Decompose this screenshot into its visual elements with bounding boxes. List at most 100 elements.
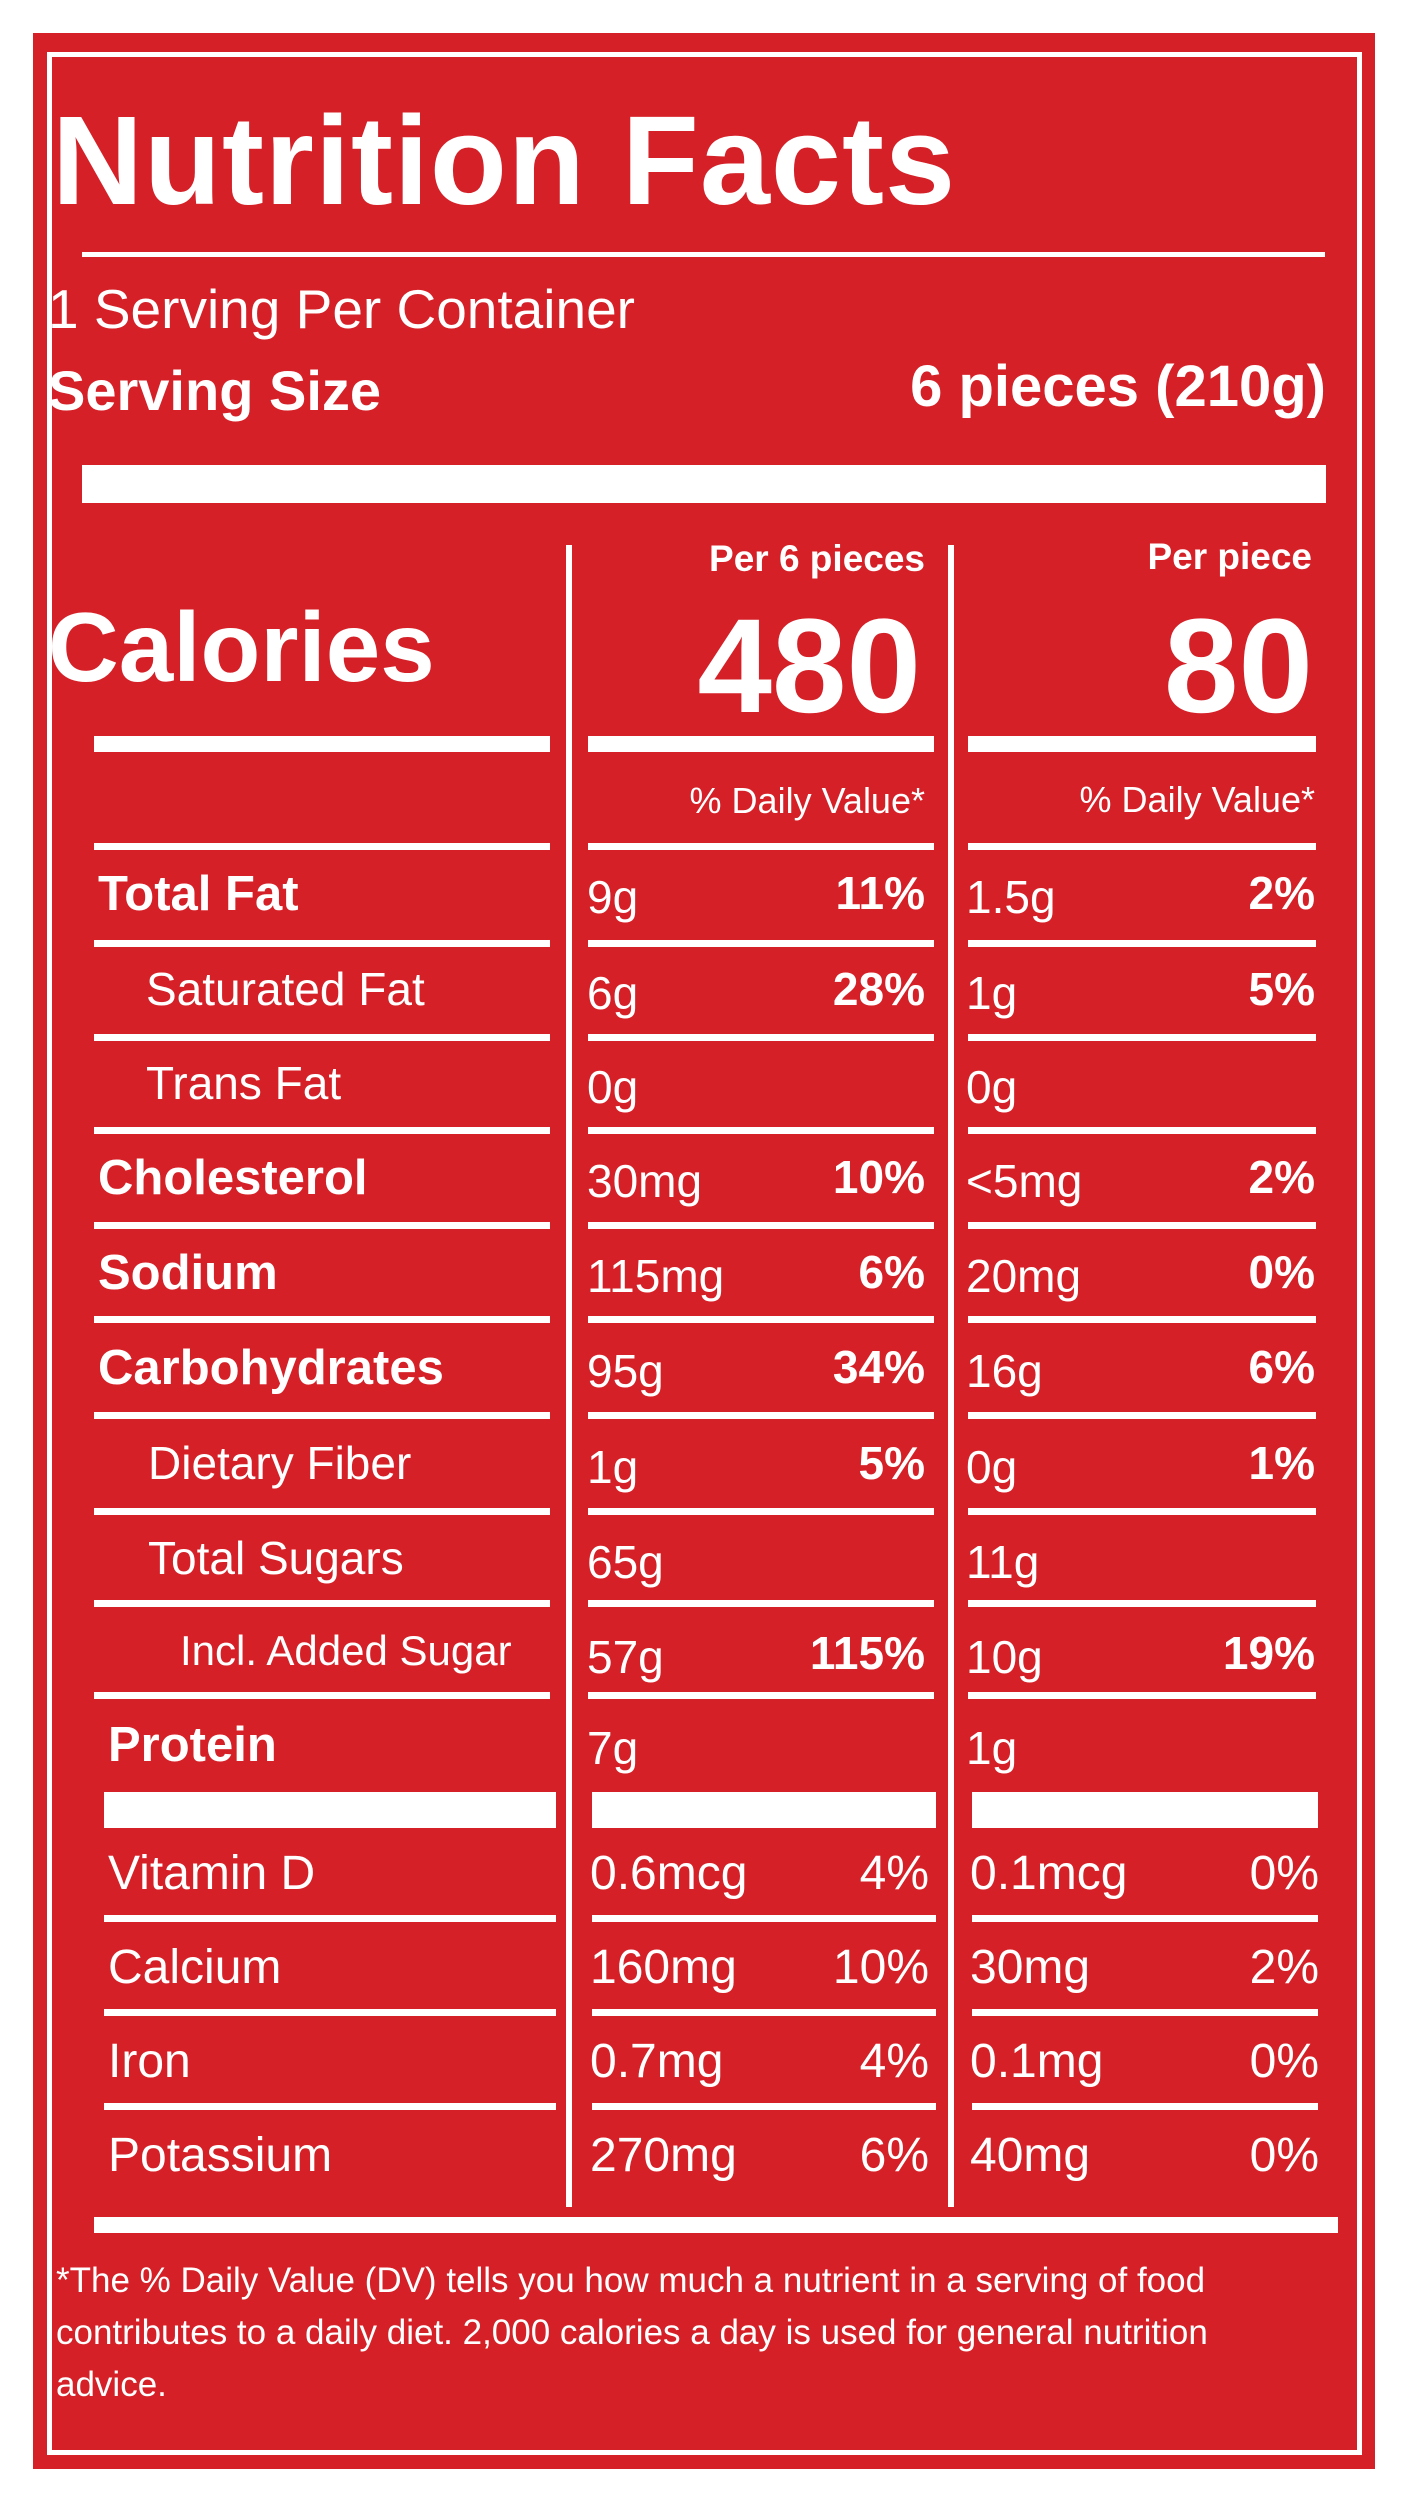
- nutrient-amount-per-piece: <5mg: [966, 1155, 1083, 1207]
- column-b-header: Per piece: [1147, 536, 1312, 577]
- dv-header-b: % Daily Value*: [1079, 779, 1315, 820]
- nutrient-0-rule-a: [588, 843, 934, 850]
- micronutrient-dv-per-6-pieces: 10%: [832, 1941, 929, 1994]
- serving-size-value: 6 pieces (210g): [910, 354, 1326, 419]
- micronutrient-rule-b: [972, 1915, 1318, 1922]
- calories-rule-label: [94, 736, 550, 752]
- nutrient-6-rule-b: [968, 1412, 1316, 1419]
- nutrient-3-rule-b: [968, 1127, 1316, 1134]
- protein-thick-rule-a: [592, 1792, 936, 1828]
- nutrient-amount-per-piece: 1g: [966, 1722, 1018, 1774]
- nutrient-dv-per-6-pieces: 6%: [858, 1246, 925, 1298]
- nutrient-amount-per-6-pieces: 30mg: [587, 1155, 703, 1207]
- nutrient-3-rule-label: [94, 1127, 550, 1134]
- micronutrient-amount-per-piece: 0.1mcg: [970, 1847, 1128, 1900]
- nutrient-amount-per-piece: 10g: [966, 1631, 1043, 1683]
- nutrient-name: Total Fat: [98, 867, 299, 921]
- micronutrient-dv-per-piece: 0%: [1249, 2035, 1319, 2088]
- label-title: Nutrition Facts: [52, 90, 957, 231]
- nutrient-amount-per-6-pieces: 9g: [587, 871, 639, 923]
- nutrient-4-rule-label: [94, 1222, 550, 1229]
- serving-size-label: Serving Size: [48, 359, 382, 422]
- nutrient-dv-per-6-pieces: 11%: [835, 867, 925, 919]
- footnote-rule: [94, 2217, 1338, 2233]
- nutrient-7-rule-label: [94, 1508, 550, 1515]
- nutrient-3-rule-a: [588, 1127, 934, 1134]
- nutrient-5-rule-a: [588, 1316, 934, 1323]
- protein-thick-rule-label: [104, 1792, 556, 1828]
- nutrient-dv-per-piece: 2%: [1248, 867, 1315, 919]
- micronutrient-amount-per-piece: 30mg: [970, 1941, 1091, 1994]
- nutrient-dv-per-piece: 19%: [1222, 1627, 1315, 1679]
- calories-rule-a: [588, 736, 934, 752]
- column-divider-right: [948, 545, 954, 2207]
- serving-thick-rule: [82, 465, 1326, 503]
- micronutrient-name: Potassium: [108, 2129, 333, 2182]
- nutrient-name: Protein: [108, 1718, 277, 1772]
- nutrient-4-rule-b: [968, 1222, 1316, 1229]
- nutrient-dv-per-6-pieces: 34%: [832, 1341, 925, 1393]
- micronutrient-name: Vitamin D: [108, 1847, 316, 1900]
- micronutrient-dv-per-6-pieces: 4%: [859, 1847, 929, 1900]
- nutrient-dv-per-piece: 5%: [1248, 963, 1315, 1015]
- micronutrient-rule-b: [972, 2103, 1318, 2110]
- nutrient-dv-per-piece: 0%: [1248, 1246, 1315, 1298]
- nutrient-name: Saturated Fat: [146, 963, 425, 1015]
- nutrient-name: Total Sugars: [148, 1532, 404, 1584]
- nutrient-0-rule-b: [968, 843, 1316, 850]
- nutrient-amount-per-6-pieces: 57g: [587, 1631, 664, 1683]
- nutrient-8-rule-b: [968, 1600, 1316, 1607]
- micronutrient-amount-per-6-pieces: 0.7mg: [590, 2035, 724, 2088]
- nutrient-amount-per-6-pieces: 7g: [587, 1722, 639, 1774]
- nutrient-dv-per-6-pieces: 115%: [809, 1627, 925, 1679]
- nutrient-9-rule-label: [94, 1692, 550, 1699]
- micronutrient-rule-a: [592, 2103, 936, 2110]
- label-border: [47, 52, 1362, 2455]
- micronutrient-rule-a: [592, 2009, 936, 2016]
- micronutrient-dv-per-6-pieces: 6%: [859, 2129, 929, 2182]
- micronutrient-dv-per-piece: 0%: [1249, 1847, 1319, 1900]
- micronutrient-rule-label: [104, 1915, 556, 1922]
- nutrient-name: Cholesterol: [98, 1151, 368, 1205]
- micronutrient-amount-per-6-pieces: 0.6mcg: [590, 1847, 748, 1900]
- micronutrient-amount-per-piece: 40mg: [970, 2129, 1091, 2182]
- nutrient-8-rule-a: [588, 1600, 934, 1607]
- nutrient-8-rule-label: [94, 1600, 550, 1607]
- nutrient-5-rule-b: [968, 1316, 1316, 1323]
- nutrient-name: Carbohydrates: [98, 1341, 444, 1395]
- nutrient-2-rule-label: [94, 1034, 550, 1041]
- nutrient-amount-per-6-pieces: 0g: [587, 1061, 639, 1113]
- daily-value-footnote: *The % Daily Value (DV) tells you how mu…: [56, 2261, 1208, 2404]
- nutrient-amount-per-6-pieces: 115mg: [587, 1250, 725, 1302]
- nutrient-2-rule-b: [968, 1034, 1316, 1041]
- micronutrient-rule-label: [104, 2103, 556, 2110]
- nutrient-dv-per-piece: 1%: [1248, 1437, 1315, 1489]
- nutrient-1-rule-label: [94, 940, 550, 947]
- nutrient-1-rule-b: [968, 940, 1316, 947]
- nutrient-amount-per-piece: 16g: [966, 1345, 1043, 1397]
- micronutrient-rule-label: [104, 2009, 556, 2016]
- nutrition-label-panel: [33, 33, 1375, 2469]
- nutrient-name: Dietary Fiber: [148, 1437, 412, 1489]
- calories-per-piece: 80: [1163, 592, 1313, 741]
- nutrient-amount-per-6-pieces: 65g: [587, 1536, 664, 1588]
- micronutrient-rule-a: [592, 1915, 936, 1922]
- nutrient-5-rule-label: [94, 1316, 550, 1323]
- calories-label: Calories: [48, 592, 435, 702]
- nutrient-1-rule-a: [588, 940, 934, 947]
- column-a-header: Per 6 pieces: [709, 538, 925, 579]
- micronutrient-dv-per-piece: 2%: [1249, 1941, 1319, 1994]
- nutrient-dv-per-6-pieces: 5%: [858, 1437, 925, 1489]
- micronutrient-name: Iron: [108, 2035, 191, 2088]
- nutrient-amount-per-piece: 11g: [966, 1536, 1040, 1588]
- micronutrient-amount-per-6-pieces: 270mg: [590, 2129, 737, 2182]
- nutrient-amount-per-piece: 0g: [966, 1061, 1018, 1113]
- nutrient-amount-per-6-pieces: 1g: [587, 1441, 639, 1493]
- nutrient-amount-per-6-pieces: 6g: [587, 967, 639, 1019]
- nutrient-name: Incl. Added Sugar: [180, 1627, 512, 1674]
- micronutrient-dv-per-6-pieces: 4%: [859, 2035, 929, 2088]
- nutrient-9-rule-b: [968, 1692, 1316, 1699]
- calories-per-6-pieces: 480: [697, 592, 921, 741]
- nutrient-6-rule-label: [94, 1412, 550, 1419]
- micronutrient-rule-b: [972, 2009, 1318, 2016]
